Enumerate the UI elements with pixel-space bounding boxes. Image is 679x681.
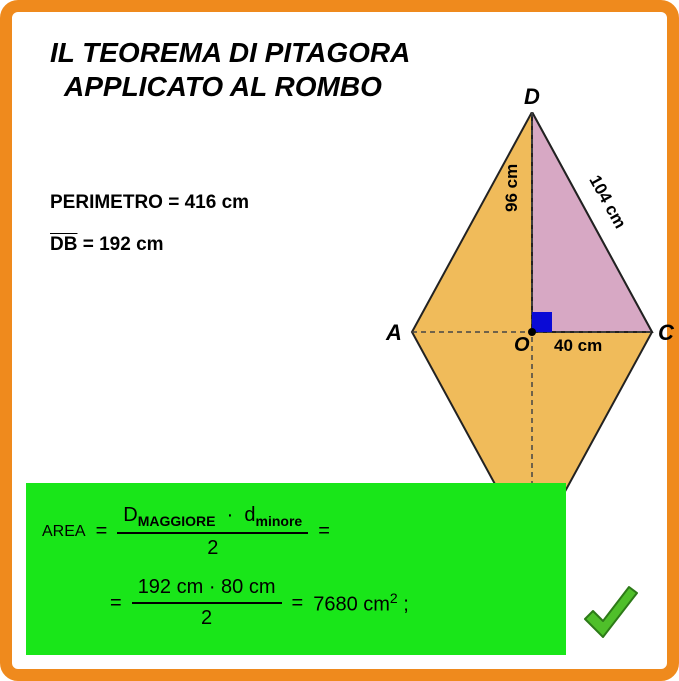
triangle-odc: [532, 112, 652, 332]
d-minor: d: [244, 504, 255, 526]
dim-oc: 40 cm: [554, 336, 602, 356]
d-major: D: [123, 504, 137, 526]
vertex-c: C: [658, 320, 674, 346]
area-formula-box: AREA = DMAGGIORE · dminore 2 = = 192 cm …: [26, 483, 566, 656]
vertex-o: O: [514, 334, 530, 357]
fraction-symbolic: DMAGGIORE · dminore 2: [117, 503, 308, 562]
dot-1: ·: [227, 504, 234, 526]
right-angle-marker: [532, 312, 552, 332]
frac-num-1: DMAGGIORE · dminore: [117, 503, 308, 535]
d-minor-sub: minore: [256, 513, 303, 529]
result: 7680 cm2 ;: [313, 590, 409, 617]
db-value: = 192 cm: [77, 234, 163, 255]
formula-row-2: = 192 cm · 80 cm 2 = 7680 cm2 ;: [42, 575, 550, 631]
frac-den-2: 2: [201, 604, 212, 631]
area-label: AREA: [42, 523, 86, 541]
vertex-d: D: [524, 84, 540, 110]
d-major-sub: MAGGIORE: [138, 513, 216, 529]
db-label: DB = 192 cm: [50, 224, 249, 266]
frac-num-2: 192 cm · 80 cm: [132, 575, 282, 604]
db-segment: DB: [50, 234, 77, 255]
title-line-2: APPLICATO AL ROMBO: [50, 70, 410, 104]
eq-3: =: [110, 592, 122, 615]
frac-den-1: 2: [207, 534, 218, 561]
formula-row-1: AREA = DMAGGIORE · dminore 2 =: [42, 503, 550, 562]
title-line-1: IL TEOREMA DI PITAGORA: [50, 36, 410, 70]
fraction-numeric: 192 cm · 80 cm 2: [132, 575, 282, 631]
eq-4: =: [292, 592, 304, 615]
vertex-a: A: [386, 320, 402, 346]
result-exp: 2: [390, 590, 398, 606]
eq-1: =: [96, 520, 108, 543]
eq-2: =: [318, 520, 330, 543]
page-title: IL TEOREMA DI PITAGORA APPLICATO AL ROMB…: [50, 36, 410, 103]
frame: IL TEOREMA DI PITAGORA APPLICATO AL ROMB…: [0, 0, 679, 681]
perimeter-label: PERIMETRO = 416 cm: [50, 182, 249, 224]
given-data: PERIMETRO = 416 cm DB = 192 cm: [50, 182, 249, 266]
dim-od: 96 cm: [502, 164, 522, 212]
result-semicolon: ;: [398, 593, 409, 615]
result-value: 7680 cm: [313, 593, 390, 615]
checkmark-icon: [575, 581, 645, 651]
